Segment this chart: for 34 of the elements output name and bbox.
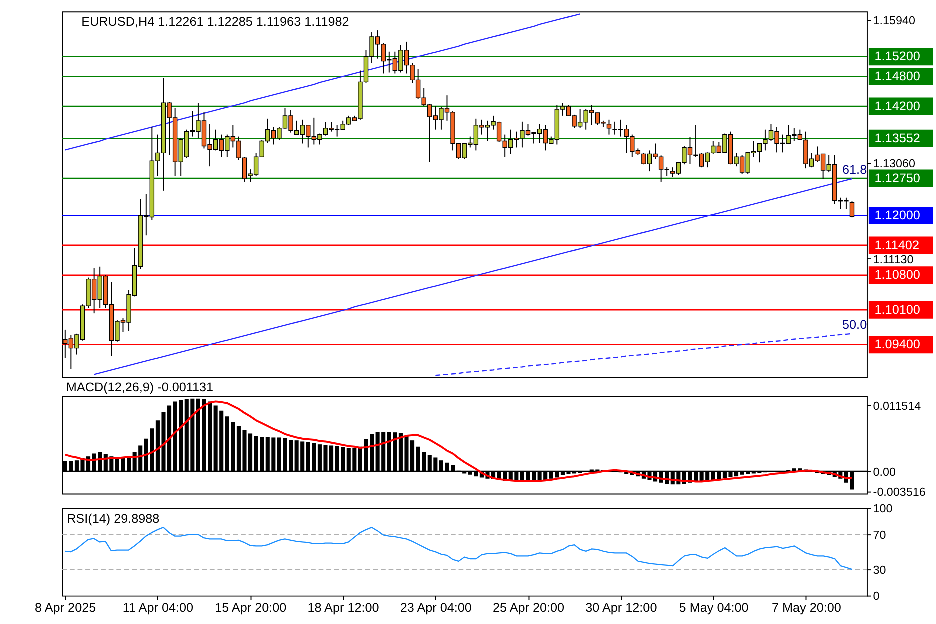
ref-line-label: 1.12750 <box>874 171 920 186</box>
ref-line-label: 1.09400 <box>874 338 920 352</box>
y-tick-label: 0 <box>873 590 880 604</box>
chart-title: EURUSD,H4 1.12261 1.12285 1.11963 1.11982 <box>82 15 350 30</box>
annotation: 50.0 <box>842 318 868 332</box>
x-tick-label: 25 Apr 20:00 <box>492 600 565 615</box>
y-tick-label: 1.15940 <box>873 14 916 28</box>
x-tick-label: 11 Apr 04:00 <box>122 600 194 615</box>
y-tick-label: -0.003516 <box>873 486 926 499</box>
x-tick-label: 7 May 20:00 <box>772 600 842 615</box>
ref-line-label: 1.11402 <box>874 238 920 252</box>
x-tick-label: 30 Apr 12:00 <box>586 600 658 615</box>
y-tick-label: 70 <box>873 528 887 542</box>
ref-line-label: 1.10100 <box>874 302 920 317</box>
x-tick-label: 18 Apr 12:00 <box>308 600 380 615</box>
y-tick-label: 30 <box>873 564 887 577</box>
y-tick-label: 0.00 <box>873 466 897 479</box>
ref-line-label: 1.15200 <box>874 50 920 64</box>
ref-line-label: 1.10800 <box>874 268 920 282</box>
x-tick-label: 15 Apr 20:00 <box>215 600 287 615</box>
y-tick-label: 1.13060 <box>873 157 916 170</box>
x-tick-label: 5 May 04:00 <box>679 600 749 615</box>
y-tick-label: 100 <box>873 502 894 516</box>
x-tick-label: 23 Apr 04:00 <box>400 600 472 615</box>
ref-line-label: 1.12000 <box>874 208 920 223</box>
y-tick-label: 1.11130 <box>873 253 914 266</box>
chart-title: RSI(14) 29.8988 <box>67 512 160 526</box>
ref-line-label: 1.14800 <box>874 70 920 84</box>
ref-line-label: 1.13552 <box>874 132 920 146</box>
y-tick-label: 0.011514 <box>873 400 922 413</box>
annotation: 61.8 <box>842 163 868 178</box>
ref-line-label: 1.14200 <box>874 99 920 114</box>
chart-title: MACD(12,26,9) -0.001131 <box>66 380 214 395</box>
x-tick-label: 8 Apr 2025 <box>35 600 96 615</box>
